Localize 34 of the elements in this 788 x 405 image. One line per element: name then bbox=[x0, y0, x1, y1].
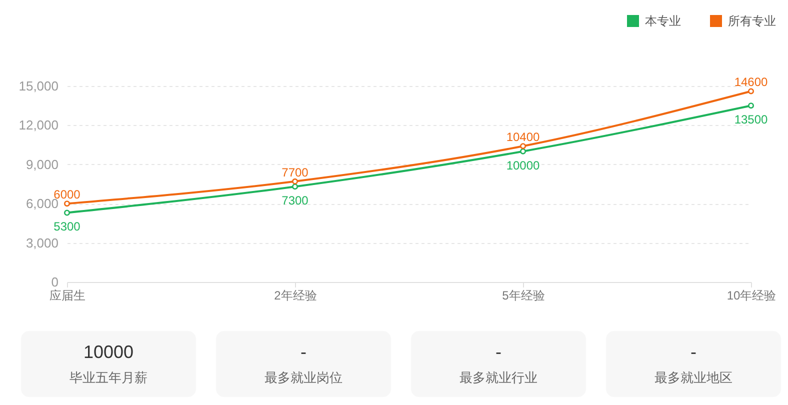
text: 最多就业行业 bbox=[460, 370, 538, 385]
text: 最多就业地区 bbox=[654, 370, 733, 385]
x-tick-label: 5年经验 bbox=[502, 288, 545, 302]
point bbox=[292, 184, 298, 190]
data-label: 10400 bbox=[506, 130, 540, 144]
point bbox=[520, 143, 526, 150]
data-label: 7700 bbox=[282, 165, 309, 180]
point bbox=[64, 210, 70, 216]
y-tick-label: 15,000 bbox=[18, 78, 58, 94]
text: - bbox=[690, 342, 697, 362]
y-tick-label: 0 bbox=[51, 274, 58, 290]
data-label: 7300 bbox=[282, 194, 309, 208]
legend-label: 所有专业 bbox=[728, 14, 776, 28]
data-label: 14600 bbox=[734, 75, 768, 90]
text: 毕业五年月薪 bbox=[69, 370, 148, 385]
x-tick-label: 应届生 bbox=[50, 288, 86, 302]
x-tick-label: 2年经验 bbox=[274, 288, 317, 302]
text: 10000 bbox=[83, 342, 134, 362]
data-label: 13500 bbox=[734, 112, 768, 127]
legend-label: 本专业 bbox=[645, 14, 681, 28]
point bbox=[64, 200, 70, 207]
y-tick-label: 12,000 bbox=[18, 118, 58, 133]
data-label: 10000 bbox=[506, 158, 540, 172]
y-tick-label: 3,000 bbox=[26, 235, 58, 250]
point bbox=[748, 88, 754, 94]
x-tick-label: 10年经验 bbox=[726, 288, 776, 302]
text: - bbox=[496, 342, 502, 362]
point bbox=[292, 178, 298, 184]
y-tick-label: 9,000 bbox=[26, 156, 58, 172]
text: - bbox=[300, 342, 306, 362]
data-label: 5300 bbox=[54, 220, 81, 234]
point bbox=[748, 102, 754, 109]
point bbox=[520, 148, 526, 154]
text: 最多就业岗位 bbox=[264, 370, 342, 385]
